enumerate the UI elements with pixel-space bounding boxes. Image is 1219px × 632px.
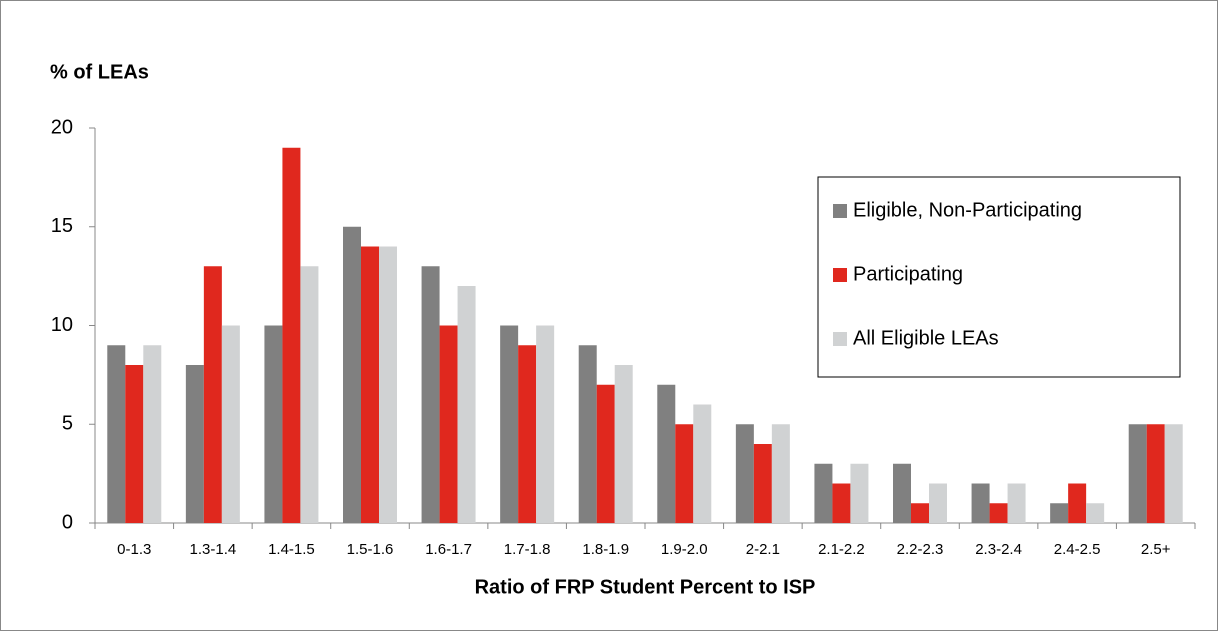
bar — [203, 266, 222, 523]
legend-swatch — [833, 204, 847, 218]
bar — [832, 483, 851, 523]
bar — [578, 345, 597, 523]
x-tick-label: 1.8-1.9 — [582, 541, 629, 558]
bar — [300, 266, 319, 523]
bar — [893, 463, 911, 523]
legend-swatch — [833, 332, 847, 346]
y-tick-label: 10 — [51, 314, 73, 336]
y-tick-label: 15 — [51, 215, 73, 237]
bar — [264, 325, 283, 523]
x-tick-label: 1.3-1.4 — [190, 541, 237, 558]
bar — [989, 503, 1008, 523]
x-tick-label: 2.4-2.5 — [1054, 541, 1101, 558]
y-tick-label: 5 — [62, 413, 73, 435]
bar — [1164, 424, 1183, 523]
bar — [850, 463, 869, 523]
x-tick-label: 1.6-1.7 — [425, 541, 472, 558]
legend-box — [817, 176, 1181, 378]
bar — [1050, 503, 1069, 523]
bar — [753, 444, 772, 523]
y-axis-title: % of LEAs — [50, 61, 149, 83]
legend-label: Participating — [853, 263, 963, 285]
bar — [1128, 424, 1147, 523]
bar — [929, 483, 947, 523]
bar — [693, 404, 712, 523]
bar — [911, 503, 929, 523]
bar — [1007, 483, 1026, 523]
bar — [1068, 483, 1087, 523]
x-tick-label: 2.1-2.2 — [818, 541, 865, 558]
x-axis-title: Ratio of FRP Student Percent to ISP — [475, 576, 816, 598]
bar — [361, 246, 379, 523]
legend-label: All Eligible LEAs — [853, 327, 999, 349]
bar — [221, 325, 240, 523]
bar — [282, 147, 301, 523]
bar — [107, 345, 126, 523]
bar — [675, 424, 694, 523]
bar — [657, 384, 676, 523]
x-tick-label: 1.9-2.0 — [661, 541, 708, 558]
bar — [518, 345, 537, 523]
x-tick-label: 2-2.1 — [746, 541, 780, 558]
bar — [1086, 503, 1105, 523]
bar — [379, 246, 397, 523]
bar — [735, 424, 754, 523]
y-tick-label: 20 — [51, 116, 73, 138]
bar — [143, 345, 162, 523]
bar — [536, 325, 555, 523]
x-tick-label: 2.3-2.4 — [975, 541, 1022, 558]
x-tick-label: 0-1.3 — [117, 541, 151, 558]
x-tick-label: 1.7-1.8 — [504, 541, 551, 558]
bar — [125, 365, 144, 523]
x-tick-label: 2.2-2.3 — [897, 541, 944, 558]
bar — [814, 463, 833, 523]
bar — [771, 424, 790, 523]
bar — [1146, 424, 1165, 523]
x-tick-label: 1.4-1.5 — [268, 541, 315, 558]
bar — [971, 483, 990, 523]
bar — [614, 365, 633, 523]
bar — [596, 384, 615, 523]
x-tick-label: 1.5-1.6 — [347, 541, 394, 558]
y-tick-label: 0 — [62, 511, 73, 533]
bar — [439, 325, 458, 523]
legend-swatch — [833, 268, 847, 282]
bar — [421, 266, 440, 523]
legend-label: Eligible, Non-Participating — [853, 199, 1082, 221]
bar — [457, 286, 476, 523]
bar — [343, 226, 361, 523]
bar — [185, 365, 204, 523]
x-tick-label: 2.5+ — [1141, 541, 1171, 558]
bar — [500, 325, 519, 523]
